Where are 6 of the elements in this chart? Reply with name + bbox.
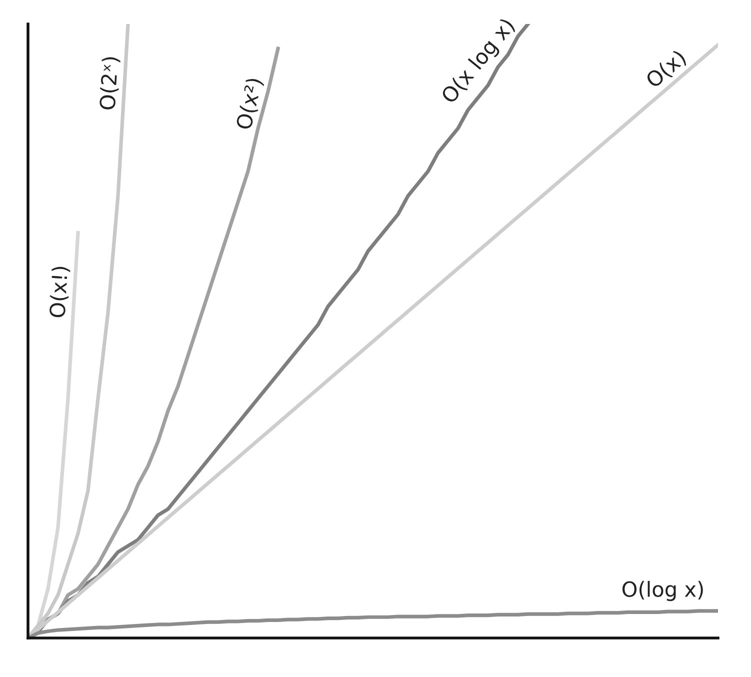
text: O(x log x) xyxy=(440,17,518,107)
text: O(2ˣ) xyxy=(98,56,121,110)
text: O(x) xyxy=(644,48,688,90)
series-label: O(log x) xyxy=(622,580,703,602)
text: O(x!) xyxy=(48,266,70,318)
text: O(x²) xyxy=(235,77,265,131)
